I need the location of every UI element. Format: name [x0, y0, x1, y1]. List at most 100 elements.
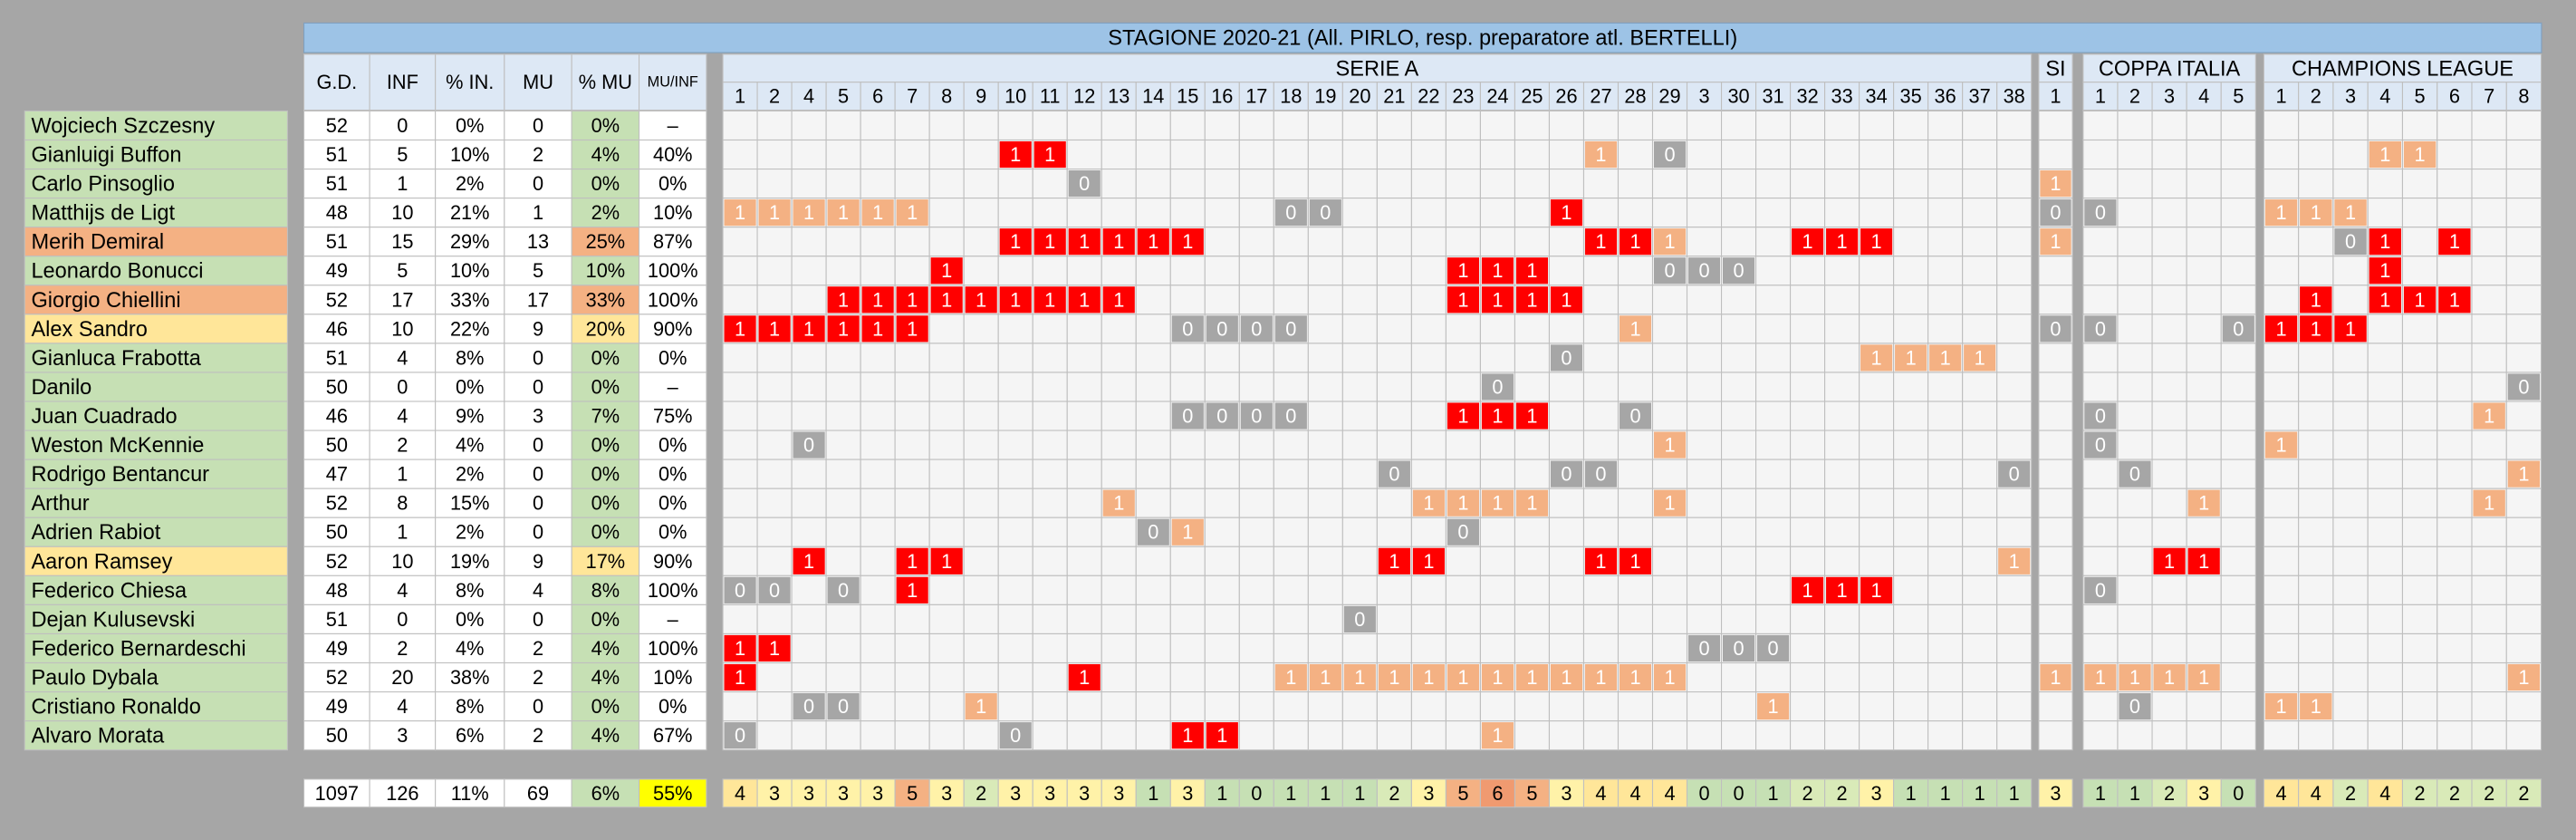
match-cell — [1341, 574, 1378, 605]
match-cell — [756, 546, 793, 576]
match-mark-label: 1 — [2198, 550, 2209, 573]
round-total-cell — [1101, 778, 1137, 808]
match-cell — [1686, 661, 1723, 693]
stat-value: 10 — [391, 317, 413, 340]
match-cell — [1859, 401, 1895, 431]
match-mark-label: 0 — [1389, 463, 1399, 486]
match-cell — [1686, 401, 1723, 431]
stat-value: 0% — [591, 346, 620, 369]
match-cell — [1962, 372, 1998, 402]
match-cell — [2437, 110, 2473, 141]
round-total-cell — [1962, 778, 1998, 808]
match-cell — [1617, 198, 1654, 228]
round-total: 2 — [976, 782, 986, 805]
round-header-cell — [997, 82, 1033, 111]
round-total-cell — [2367, 778, 2404, 808]
match-cell — [2263, 603, 2300, 634]
match-cell — [1755, 314, 1792, 344]
match-mark — [1068, 228, 1101, 256]
match-cell — [2117, 632, 2153, 664]
stat-value: 1 — [533, 201, 543, 224]
match-cell — [2401, 517, 2438, 547]
match-mark — [1068, 663, 1101, 691]
stat-value: 9% — [456, 405, 484, 428]
player-name: Alvaro Morata — [31, 724, 165, 748]
match-mark-label: 1 — [2050, 666, 2061, 689]
round-total: 1 — [1320, 782, 1331, 805]
match-cell — [1135, 401, 1171, 431]
match-cell — [1651, 314, 1688, 344]
round-total: 2 — [1837, 782, 1848, 805]
match-cell — [1135, 546, 1171, 576]
match-mark-label: 1 — [2518, 463, 2529, 486]
stat-value: 0 — [533, 463, 543, 486]
match-cell — [1927, 546, 1964, 576]
match-mark — [2187, 547, 2220, 574]
round-total-cell — [1893, 778, 1929, 808]
round-header-cell — [963, 82, 999, 111]
player-name: Gianluca Frabotta — [31, 346, 201, 370]
match-cell — [1273, 372, 1309, 402]
stat-cell — [571, 430, 640, 460]
match-cell — [2505, 401, 2542, 431]
match-mark-label: 1 — [1664, 492, 1675, 515]
stat-value: 2% — [591, 201, 620, 224]
round-header-cell — [1410, 82, 1447, 111]
match-cell — [1962, 110, 1998, 141]
match-cell — [2298, 256, 2334, 286]
round-header-cell — [1445, 82, 1481, 111]
match-mark — [1653, 140, 1687, 169]
match-mark-label: 1 — [1629, 666, 1640, 689]
round-total: 1 — [1768, 782, 1779, 805]
round-total-cell — [1859, 778, 1895, 808]
stat-cell — [369, 256, 437, 286]
stat-value: 2 — [397, 637, 408, 660]
round-label: 14 — [1142, 85, 1164, 108]
match-cell — [1238, 632, 1274, 664]
match-cell — [1204, 285, 1240, 315]
match-cell — [1824, 603, 1860, 634]
stat-value: 0% — [658, 434, 687, 457]
match-cell — [2038, 256, 2073, 286]
match-cell — [1721, 517, 1757, 547]
match-mark-label: 0 — [1216, 317, 1227, 340]
match-cell — [1582, 430, 1620, 460]
match-mark-label: 1 — [1492, 288, 1503, 311]
match-cell — [1204, 430, 1240, 460]
match-mark-label: 1 — [1457, 405, 1468, 428]
match-cell — [1548, 632, 1585, 664]
match-cell — [2332, 632, 2369, 664]
match-cell — [1410, 720, 1447, 751]
match-cell — [1996, 169, 2033, 199]
round-total: 4 — [1664, 782, 1675, 805]
match-cell — [997, 603, 1033, 634]
match-cell — [2186, 430, 2222, 460]
round-label: 28 — [1624, 85, 1646, 108]
stat-cell — [303, 603, 370, 634]
stat-value: 90% — [653, 317, 693, 340]
match-cell — [1376, 256, 1412, 286]
match-mark-label: 1 — [1044, 288, 1055, 311]
match-mark-label: 1 — [2345, 317, 2356, 340]
match-cell — [1755, 488, 1792, 518]
match-cell — [894, 517, 930, 547]
match-cell — [997, 343, 1033, 373]
match-cell — [1824, 169, 1860, 199]
match-mark-label: 1 — [2484, 405, 2494, 428]
match-mark-label: 1 — [838, 288, 849, 311]
match-cell — [1962, 139, 1998, 170]
match-cell — [1135, 139, 1171, 170]
player-name: Leonardo Bonucci — [31, 259, 203, 283]
match-cell — [2263, 720, 2300, 751]
match-cell — [1410, 603, 1447, 634]
match-cell — [722, 691, 758, 722]
match-mark — [1447, 489, 1479, 517]
match-cell — [791, 488, 827, 518]
match-cell — [894, 227, 930, 257]
match-cell — [2401, 632, 2438, 664]
match-cell — [1376, 343, 1412, 373]
stat-cell — [303, 691, 370, 722]
match-cell — [1582, 343, 1620, 373]
match-cell — [2220, 661, 2256, 693]
match-cell — [2332, 603, 2369, 634]
